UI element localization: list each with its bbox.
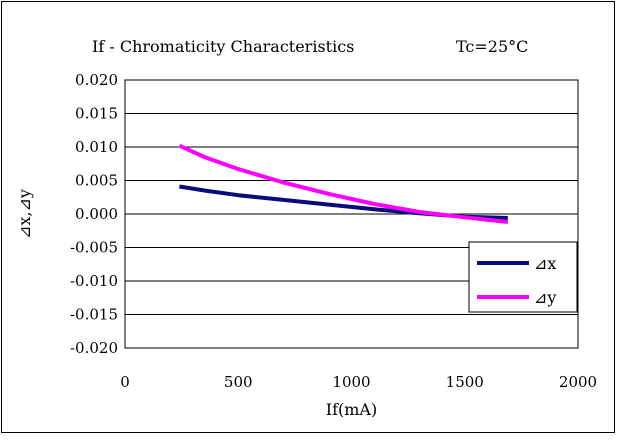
y-axis-label: ⊿x,⊿y bbox=[15, 189, 34, 239]
x-axis-label: If(mA) bbox=[326, 400, 377, 419]
chart-condition: Tc=25°C bbox=[456, 37, 528, 56]
legend: ⊿x ⊿y bbox=[468, 241, 578, 313]
series-line-dy bbox=[178, 143, 509, 224]
x-tick-label: 0 bbox=[120, 373, 130, 391]
y-tick-label: -0.015 bbox=[70, 306, 118, 324]
x-tick-label: 1000 bbox=[332, 373, 370, 391]
chart-title: If - Chromaticity Characteristics bbox=[92, 37, 354, 56]
tick-labels: 0.020 0.015 0.010 0.005 0.000 -0.005 -0.010 -0.… bbox=[70, 71, 597, 391]
y-tick-label: -0.005 bbox=[70, 239, 118, 257]
x-tick-label: 1500 bbox=[446, 373, 484, 391]
y-tick-label: 0.015 bbox=[75, 105, 118, 123]
x-tick-label: 2000 bbox=[559, 373, 597, 391]
y-tick-label: 0.005 bbox=[75, 172, 118, 190]
y-tick-label: 0.000 bbox=[75, 205, 118, 223]
x-tick-label: 500 bbox=[224, 373, 253, 391]
y-tick-label: 0.020 bbox=[75, 71, 118, 89]
y-tick-label: 0.010 bbox=[75, 138, 118, 156]
legend-label-dx: ⊿x bbox=[534, 254, 556, 273]
legend-box bbox=[468, 241, 578, 313]
y-tick-label: -0.010 bbox=[70, 272, 118, 290]
series-lines bbox=[178, 143, 509, 224]
legend-label-dy: ⊿y bbox=[534, 288, 556, 307]
y-tick-label: -0.020 bbox=[70, 339, 118, 357]
